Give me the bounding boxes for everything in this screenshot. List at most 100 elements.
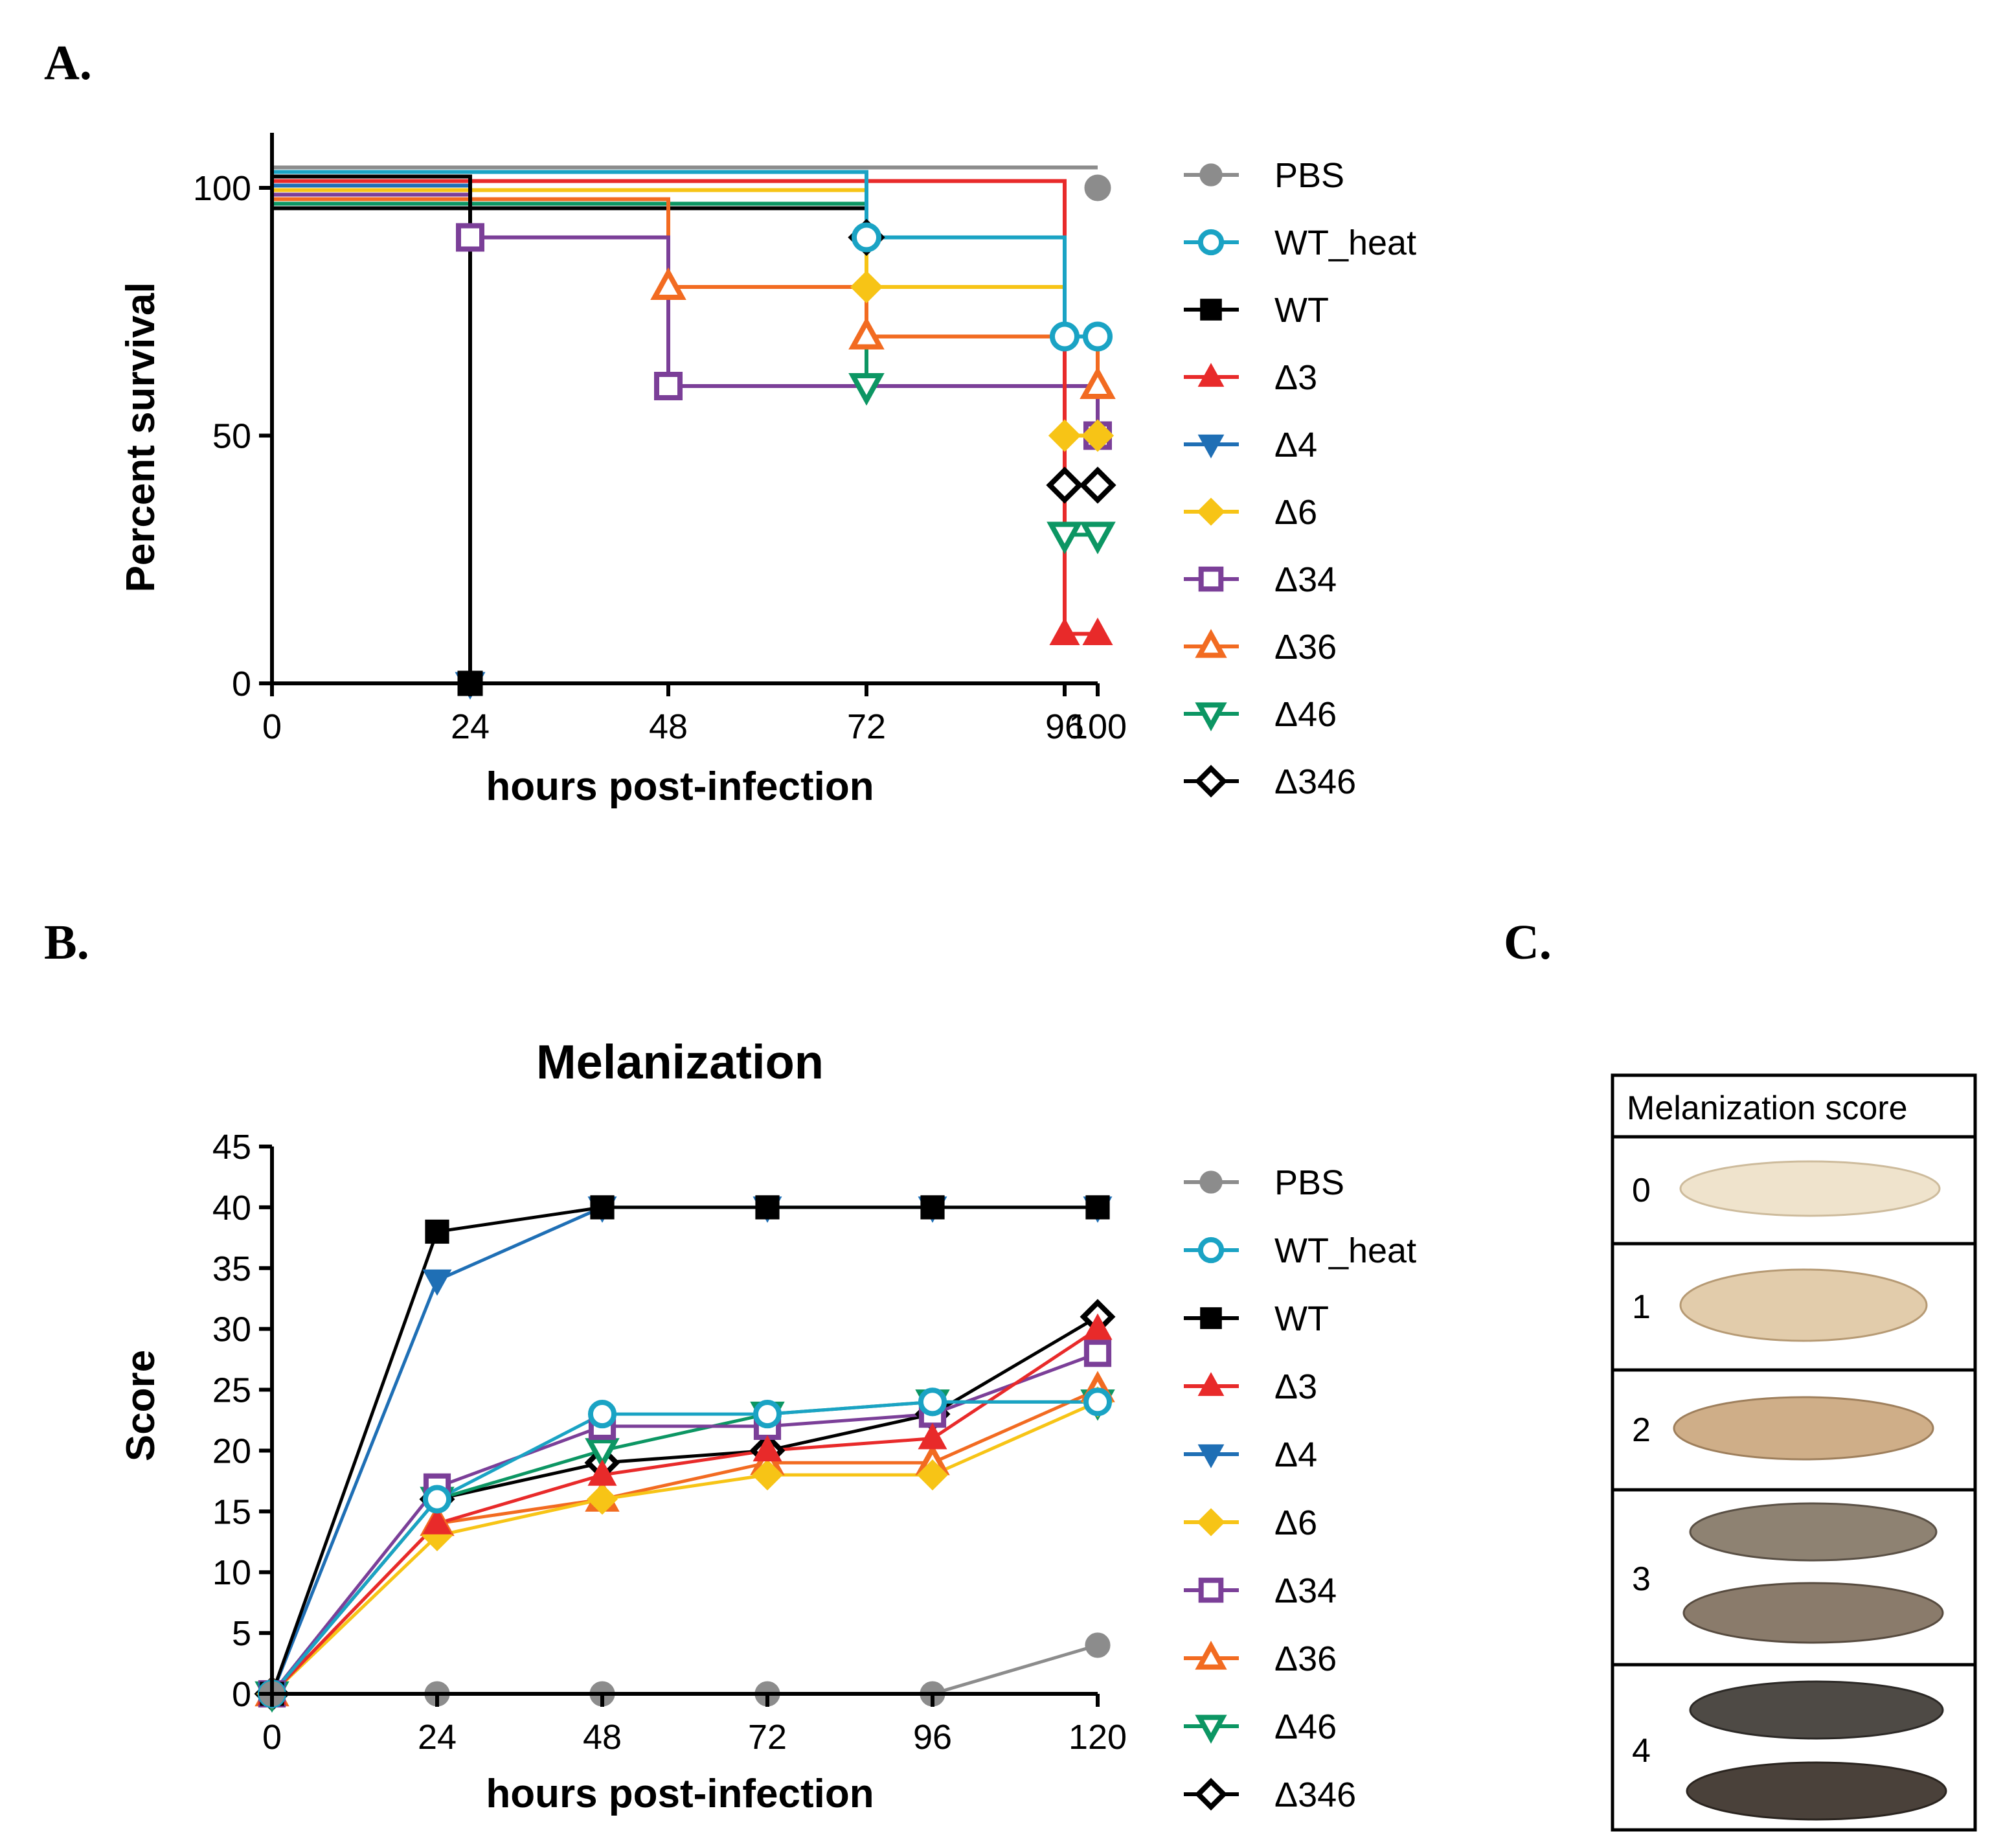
survival-x-tick-label: 100: [1069, 707, 1127, 746]
survival-x-tick-label: 48: [649, 707, 688, 746]
survival-legend-label: Δ346: [1274, 762, 1356, 801]
survival-legend-marker: [1197, 363, 1225, 387]
survival-series-line: [272, 179, 1098, 636]
survival-data-point: [1048, 419, 1081, 452]
score-table-border: [1611, 1073, 1977, 1832]
survival-y-axis-title: Percent survival: [119, 282, 163, 592]
melanization-series-line: [270, 1205, 1098, 1694]
melanization-legend-marker: [1199, 1170, 1223, 1194]
survival-x-tick-label: 72: [847, 707, 886, 746]
melanization-legend-label: Δ4: [1274, 1435, 1317, 1474]
larva-image: [1689, 1502, 1938, 1562]
melanization-series-line: [271, 1388, 1099, 1695]
larva-image: [1673, 1396, 1934, 1461]
survival-y-tick-label: 0: [232, 665, 251, 703]
melanization-data-point: [422, 1269, 452, 1296]
survival-legend-label: Δ46: [1274, 695, 1337, 734]
melanization-legend-marker: [1197, 1372, 1225, 1397]
survival-legend-marker: [1198, 566, 1224, 592]
panel-label-a: A.: [44, 36, 92, 90]
survival-legend-marker: [1197, 434, 1225, 459]
melanization-data-point: [920, 1195, 945, 1220]
survival-legend-label: Δ6: [1274, 493, 1317, 532]
survival-data-point: [1047, 521, 1083, 554]
panel-label-c: C.: [1504, 915, 1552, 970]
survival-data-point: [850, 270, 883, 304]
melanization-x-tick-label: 72: [748, 1718, 787, 1757]
melanization-data-point: [587, 1400, 617, 1429]
melanization-legend: PBS WT_heat WT Δ3 Δ4 Δ6 Δ34 Δ36 Δ46 Δ346: [1184, 1163, 1416, 1814]
melanization-chart-title: Melanization: [536, 1035, 824, 1089]
melanization-y-axis-title: Score: [119, 1350, 163, 1461]
melanization-y-tick-label: 5: [232, 1614, 251, 1653]
survival-x-tick-label: 96: [1045, 707, 1084, 746]
survival-data-point: [1083, 321, 1113, 352]
survival-data-point: [1084, 174, 1111, 201]
survival-legend: PBS WT_heat WT Δ3 Δ4 Δ6 Δ34 Δ36 Δ46 Δ346: [1184, 156, 1416, 801]
melanization-series-line: [270, 1205, 1098, 1694]
melanization-data-point: [587, 1459, 617, 1486]
survival-series-layer: [272, 165, 1116, 700]
survival-series-line: [272, 174, 472, 683]
melanization-data-point: [918, 1422, 947, 1450]
melanization-data-point: [917, 1459, 948, 1490]
melanization-x-tick-label: 120: [1069, 1718, 1127, 1757]
survival-legend-label: Δ34: [1274, 560, 1337, 599]
melanization-legend-marker: [1200, 1307, 1222, 1329]
survival-series-line: [272, 170, 1098, 339]
survival-data-point: [1049, 617, 1080, 645]
melanization-legend-marker: [1198, 1577, 1224, 1603]
survival-data-point: [848, 317, 885, 350]
melanization-legend-label: WT_heat: [1274, 1231, 1416, 1270]
melanization-series-line: [271, 1400, 1099, 1695]
melanization-x-tick-label: 48: [583, 1718, 622, 1757]
melanization-x-axis-title: hours post-infection: [486, 1772, 874, 1816]
melanization-data-point: [587, 1483, 618, 1515]
survival-legend-marker: [1194, 764, 1228, 798]
melanization-data-point: [585, 1438, 620, 1470]
survival-x-axis-title: hours post-infection: [486, 764, 874, 809]
melanization-legend-label: Δ6: [1274, 1503, 1317, 1542]
melanization-legend-marker: [1197, 1444, 1225, 1468]
larva-image: [1679, 1160, 1941, 1217]
survival-data-point: [1080, 366, 1116, 399]
survival-legend-label: Δ4: [1274, 426, 1317, 464]
melanization-score-table: Melanization score 0 1 2 3 4: [1611, 1073, 1977, 1832]
larva-image: [1686, 1761, 1947, 1821]
survival-legend-marker: [1199, 163, 1223, 187]
melanization-legend-marker: [1195, 1715, 1227, 1744]
melanization-data-point: [1085, 1195, 1110, 1220]
survival-legend-marker: [1197, 229, 1225, 256]
melanization-y-tick-label: 35: [212, 1249, 251, 1288]
survival-legend-marker: [1195, 629, 1227, 658]
survival-data-point: [1079, 466, 1116, 504]
melanization-data-point: [425, 1219, 449, 1244]
survival-series-line: [272, 201, 1098, 537]
melanization-y-tick-label: 0: [232, 1675, 251, 1714]
melanization-series-layer: [254, 1195, 1116, 1713]
score-label-0: 0: [1632, 1172, 1651, 1209]
survival-legend-marker: [1195, 702, 1227, 731]
melanization-legend-label: Δ46: [1274, 1707, 1337, 1746]
larva-image: [1689, 1680, 1944, 1740]
melanization-x-tick-label: 24: [418, 1718, 457, 1757]
survival-y-tick-label: 50: [212, 417, 251, 456]
survival-data-point: [852, 222, 881, 253]
survival-data-point: [1046, 466, 1083, 504]
survival-series-line: [272, 197, 1100, 386]
melanization-y-tick-label: 45: [212, 1128, 251, 1167]
melanization-series-line: [272, 1643, 1098, 1696]
score-label-1: 1: [1632, 1288, 1651, 1326]
score-table-header: Melanization score: [1627, 1089, 1908, 1127]
survival-data-point: [654, 372, 683, 400]
melanization-series-line: [271, 1400, 1098, 1695]
melanization-series-line: [271, 1351, 1098, 1695]
larva-image: [1679, 1268, 1928, 1342]
melanization-chart: Melanization 0 24 48 72 96 120 0 5 10 15 20 25 30 35 4…: [119, 1035, 1416, 1816]
survival-series-line: [272, 206, 1098, 487]
panel-label-b: B.: [44, 915, 89, 970]
melanization-data-point: [1083, 1387, 1113, 1417]
survival-y-tick-label: 100: [193, 169, 251, 208]
survival-x-tick-label: 24: [451, 707, 490, 746]
